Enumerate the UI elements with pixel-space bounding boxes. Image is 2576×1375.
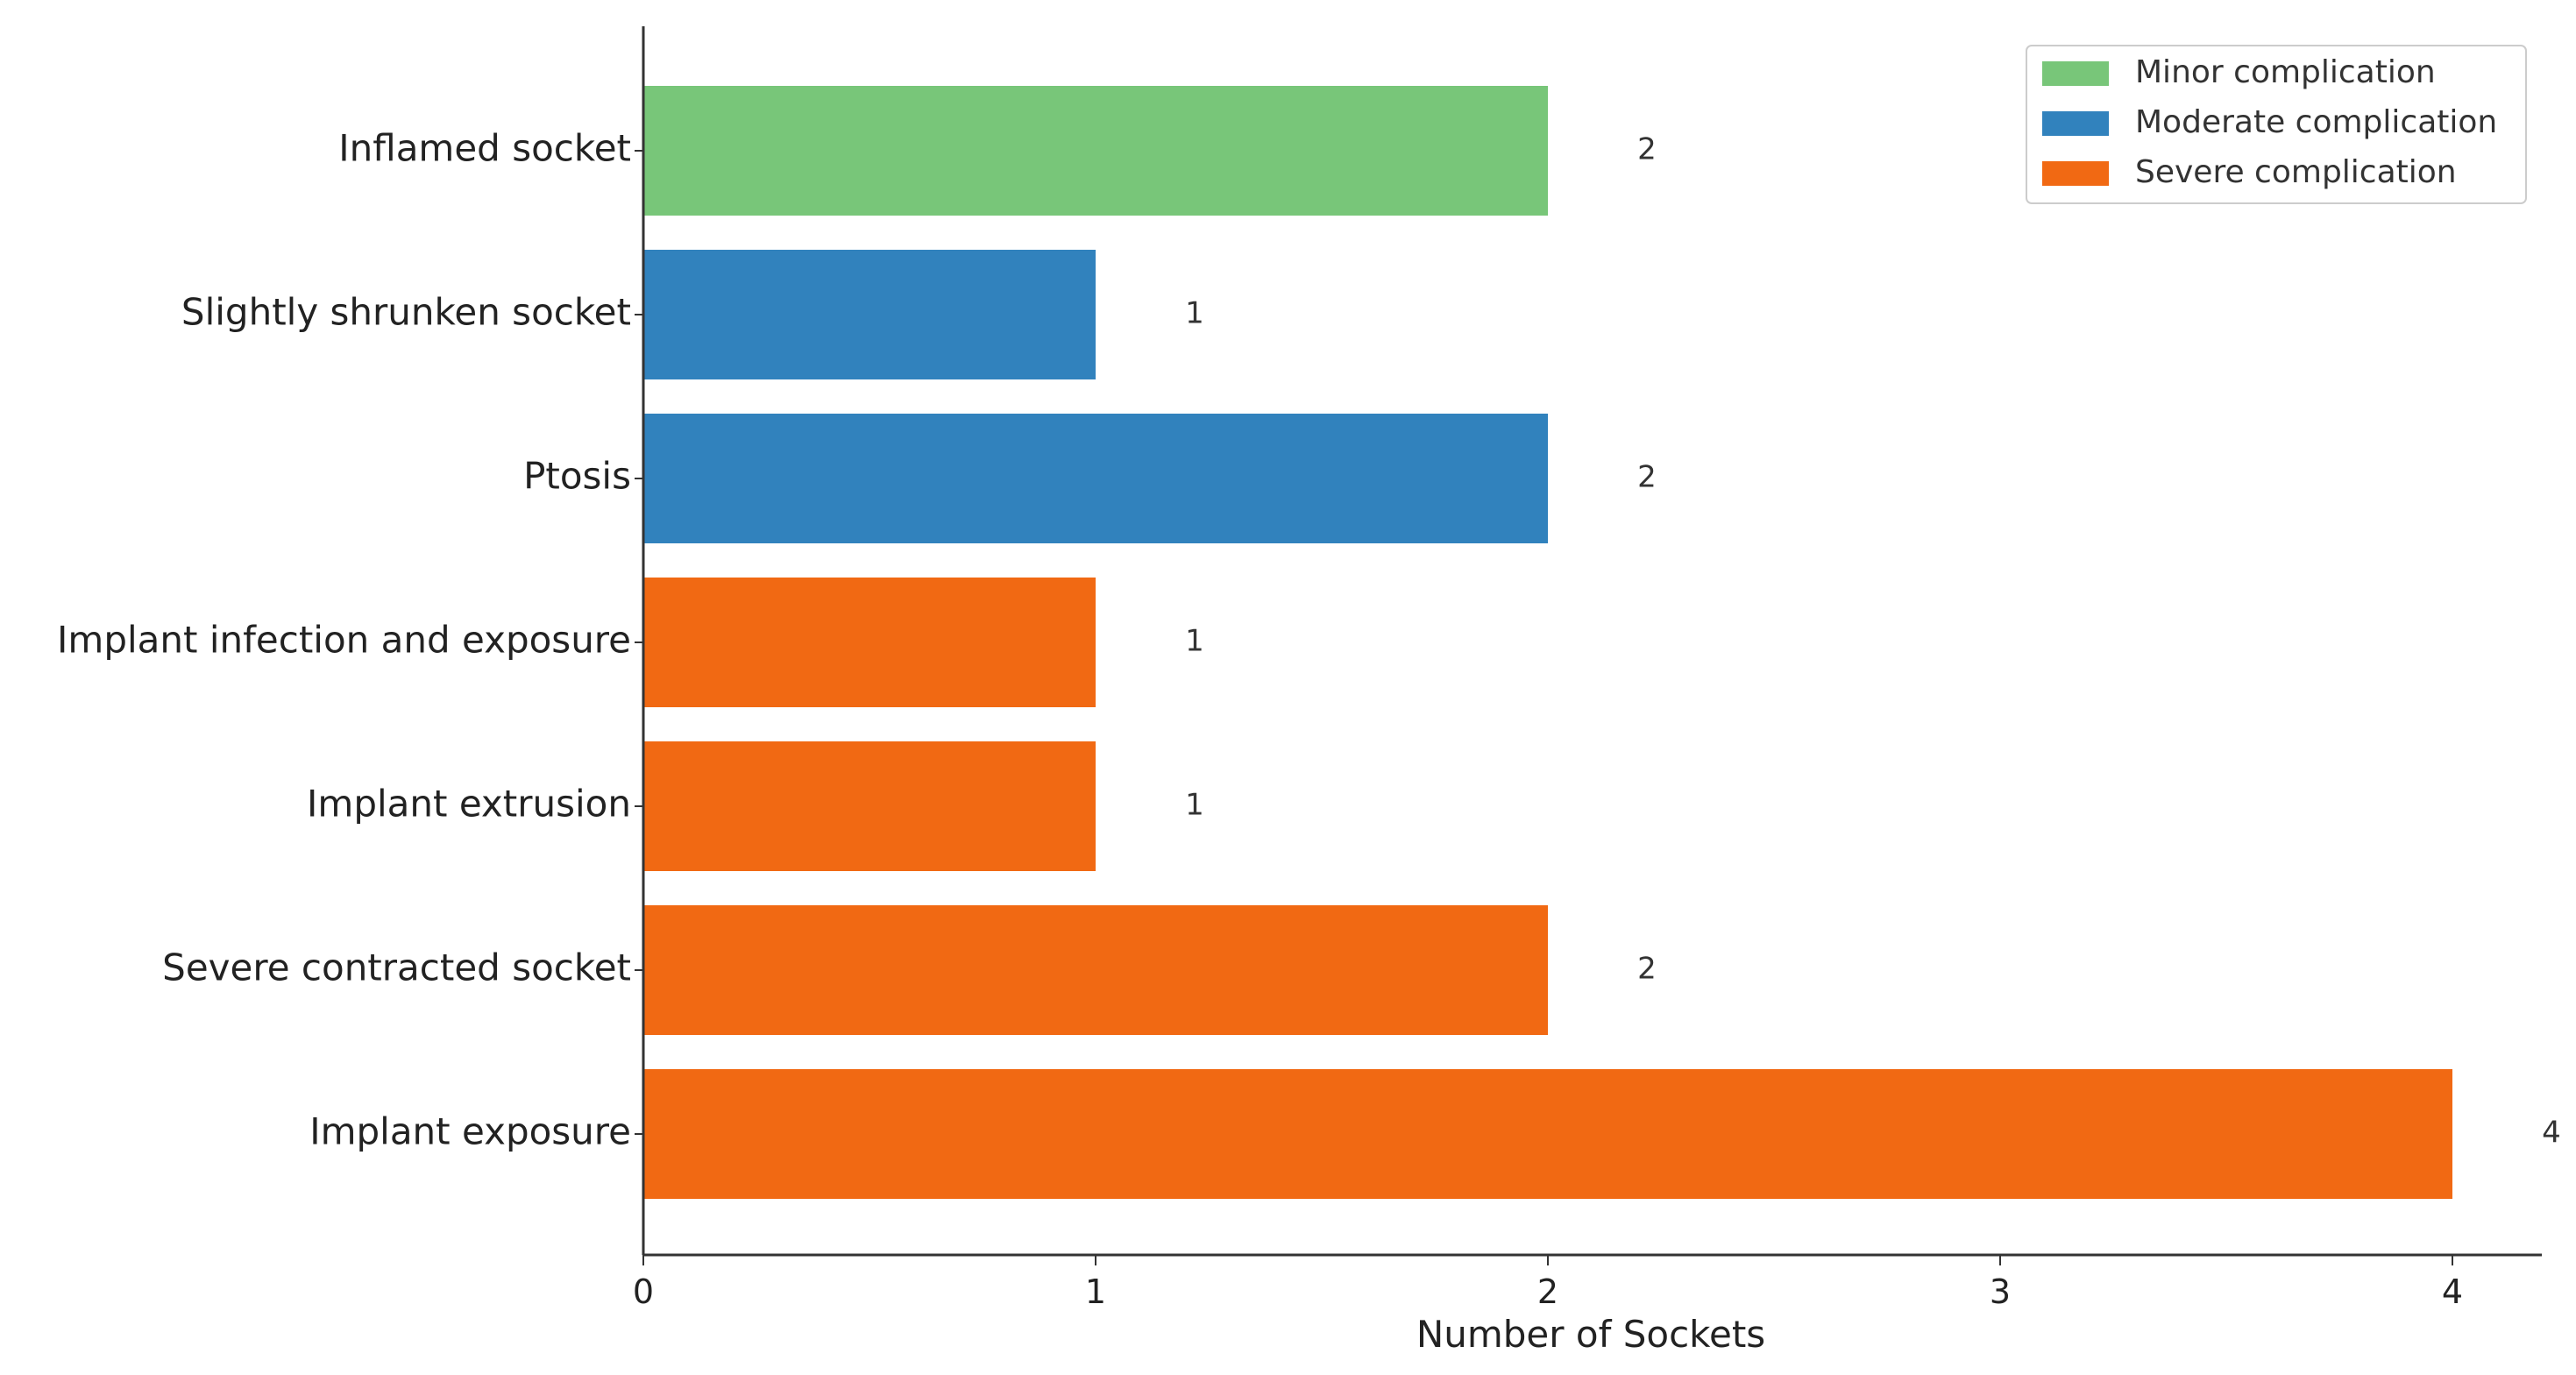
category-label: Implant infection and exposure [57, 619, 631, 662]
x-tick-label: 2 [1537, 1272, 1558, 1311]
legend-label: Minor complication [2135, 54, 2436, 90]
legend-swatch [2042, 61, 2109, 86]
bar-value-label: 2 [1637, 460, 1657, 495]
bar [643, 414, 1548, 543]
labels-layer: Inflamed socket 2 Slightly shrunken socket… [57, 127, 2561, 1312]
legend: Minor complication Moderate complication S… [2026, 45, 2527, 204]
x-tick-label: 3 [1990, 1272, 2011, 1311]
x-axis-title: Number of Sockets [1416, 1313, 1765, 1356]
legend-items: Minor complication Moderate complication S… [2042, 54, 2497, 190]
bar [643, 250, 1096, 379]
bar-value-label: 2 [1637, 952, 1657, 987]
bar-value-label: 1 [1185, 624, 1204, 659]
bar [643, 578, 1096, 707]
x-tick-label: 0 [633, 1272, 654, 1311]
bar [643, 86, 1548, 216]
category-label: Severe contracted socket [162, 946, 631, 989]
category-label: Slightly shrunken socket [181, 291, 631, 334]
axes-layer [635, 26, 2542, 1265]
category-label: Ptosis [523, 455, 631, 498]
legend-label: Moderate complication [2135, 104, 2497, 140]
category-label: Implant exposure [309, 1110, 631, 1153]
bar-value-label: 1 [1185, 296, 1204, 331]
bar [643, 905, 1548, 1035]
legend-swatch [2042, 161, 2109, 186]
x-tick-label: 4 [2442, 1272, 2463, 1311]
bar [643, 741, 1096, 871]
x-tick-label: 1 [1085, 1272, 1106, 1311]
category-label: Inflamed socket [338, 127, 631, 170]
legend-label: Severe complication [2135, 154, 2457, 190]
bar-value-label: 2 [1637, 132, 1657, 167]
bars-layer [643, 86, 2452, 1199]
category-label: Implant extrusion [307, 783, 631, 826]
legend-frame [2026, 45, 2527, 204]
bar [643, 1069, 2452, 1199]
bar-value-label: 1 [1185, 788, 1204, 823]
bar-value-label: 4 [2542, 1116, 2561, 1151]
legend-swatch [2042, 111, 2109, 136]
